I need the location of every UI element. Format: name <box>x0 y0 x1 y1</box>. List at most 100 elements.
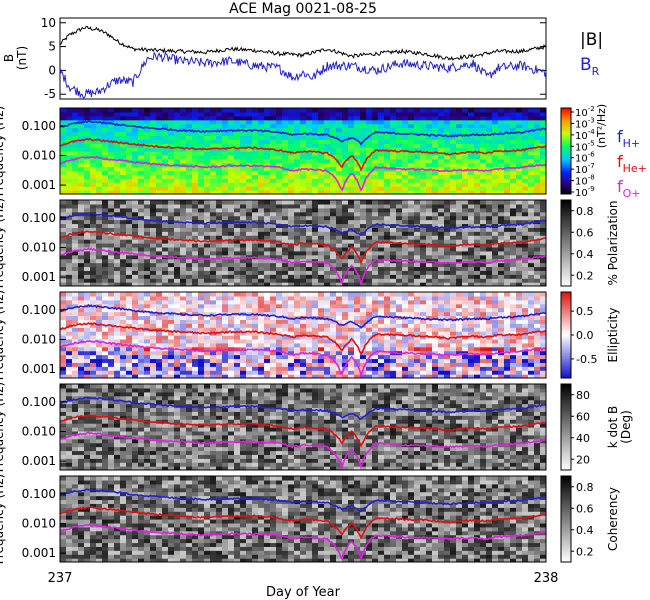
colorbar-label: Coherency <box>606 487 620 551</box>
colorbar-tick-base: 10 <box>575 142 588 153</box>
colorbar-tick-exponent: -7 <box>588 162 595 170</box>
colorbar-tick-label: 0.5 <box>576 305 594 318</box>
freq-ytick-label: 0.100 <box>22 303 56 317</box>
freq-ytick-label: 0.001 <box>22 454 56 468</box>
freq-ytick-label: 0.100 <box>22 487 56 501</box>
heatmap-cells <box>60 384 546 470</box>
fH-curve-panel-4 <box>60 396 546 421</box>
colorbar-1 <box>560 107 572 195</box>
colorbar-tick-base: 10 <box>575 177 588 188</box>
freq-ytick-label: 0.100 <box>22 395 56 409</box>
fH-curve-panel-1 <box>60 120 546 146</box>
freq-ytick-label: 0.001 <box>22 546 56 560</box>
colorbar-tick-base: 10 <box>575 188 588 199</box>
colorbar-tick-label: 10-2 <box>575 105 595 119</box>
colorbar-2 <box>560 199 572 287</box>
colorbar-label: (nT²/Hz) <box>595 104 608 148</box>
spectral-panel-4: 0.100 0.010 0.001 Frequency (Hz) 80 60 40 20 k d… <box>0 382 633 473</box>
spectral-panel-frame <box>59 291 547 379</box>
spectral-panel-frame <box>59 383 547 471</box>
fO-curve-panel-4 <box>60 431 546 470</box>
legend-br-label: B <box>580 55 592 75</box>
spectral-panel-5: 0.100 0.010 0.001 Frequency (Hz) 0.8 0.6 0.4 0.… <box>0 474 620 565</box>
legend-fO: fO+ <box>617 177 641 200</box>
colorbar-tick-label: 60 <box>576 410 590 423</box>
b-field-ytick-label: -5 <box>44 87 56 101</box>
freq-ylabel: Frequency (Hz) <box>0 106 6 197</box>
colorbar-tick-label: 0.6 <box>576 502 594 515</box>
fO-curve-panel-5 <box>60 523 546 561</box>
freq-ylabel: Frequency (Hz) <box>0 382 6 473</box>
fHe-curve-panel-3 <box>60 322 546 356</box>
legend-fHe: fHe+ <box>617 152 647 175</box>
colorbar-tick-exponent: -3 <box>588 116 595 124</box>
xtick-label-end: 238 <box>534 571 559 586</box>
colorbar-tick-label: 10-7 <box>575 162 595 176</box>
b-field-plot-frame <box>59 17 547 100</box>
colorbar-tick-label: 20 <box>576 453 590 466</box>
freq-ylabel: Frequency (Hz) <box>0 198 6 289</box>
freq-ytick-label: 0.010 <box>22 240 56 254</box>
freq-ytick-label: 0.100 <box>22 119 56 133</box>
colorbar-tick-exponent: -2 <box>588 105 595 113</box>
colorbar-label: (Deg) <box>619 410 633 444</box>
fHe-curve-panel-4 <box>60 413 546 448</box>
x-axis-label: Day of Year <box>266 585 341 600</box>
colorbar-tick-exponent: -4 <box>588 128 596 136</box>
fH-curve-panel-2 <box>60 212 546 237</box>
b-field-ylabel-line1: B <box>2 54 16 62</box>
colorbar-tick-label: 10-6 <box>575 151 595 165</box>
spectral-panel-3: 0.100 0.010 0.001 Frequency (Hz) 0.5 0.0 -0.5 E… <box>0 290 620 381</box>
legend-bmag: |B| <box>580 30 603 50</box>
b-field-ytick-label: 5 <box>48 40 56 54</box>
spectral-panel-frame <box>59 107 547 195</box>
colorbar-5 <box>560 475 572 563</box>
colorbar-tick-label: 0.2 <box>576 269 594 282</box>
colorbar-4 <box>560 383 572 471</box>
spectral-panel-2: 0.100 0.010 0.001 Frequency (Hz) 0.8 0.6 0.4 0.… <box>0 198 620 289</box>
heatmap-cells <box>60 292 546 378</box>
colorbar-tick-label: 0.0 <box>576 329 594 342</box>
fH-curve-panel-5 <box>60 488 546 513</box>
xtick-label-start: 237 <box>48 571 73 586</box>
colorbar-tick-label: 10-9 <box>575 185 595 199</box>
fHe-curve-panel-1 <box>60 137 546 172</box>
freq-ytick-label: 0.010 <box>22 516 56 530</box>
colorbar-tick-label: 0.8 <box>576 481 594 494</box>
fO-curve-panel-3 <box>60 340 546 378</box>
spectral-panel-frame <box>59 475 547 563</box>
colorbar-tick-base: 10 <box>575 119 588 130</box>
br-series-line <box>60 51 546 99</box>
freq-ytick-label: 0.001 <box>22 270 56 284</box>
colorbar-tick-exponent: -9 <box>588 185 595 193</box>
freq-ylabel: Frequency (Hz) <box>0 474 6 565</box>
colorbar-tick-base: 10 <box>575 165 588 176</box>
colorbar-tick-label: 0.6 <box>576 226 594 239</box>
heatmap-cells <box>60 200 546 286</box>
freq-ytick-label: 0.100 <box>22 211 56 225</box>
colorbar-tick-label: 10-5 <box>575 139 595 153</box>
b-field-y-ticks: 10 5 0 -5 <box>41 16 546 101</box>
fO-curve-panel-2 <box>60 247 546 286</box>
colorbar-tick-base: 10 <box>575 154 588 165</box>
spectral-panel-frame <box>59 199 547 287</box>
fHe-curve-panel-5 <box>60 506 546 540</box>
colorbar-tick-base: 10 <box>575 108 588 119</box>
colorbar-3 <box>560 291 572 379</box>
colorbar-tick-label: 10-4 <box>575 128 595 142</box>
colorbar-tick-exponent: -5 <box>588 139 595 147</box>
colorbar-tick-label: 0.2 <box>576 545 594 558</box>
colorbar-tick-exponent: -6 <box>588 151 596 159</box>
freq-ytick-label: 0.010 <box>22 424 56 438</box>
b-field-ytick-label: 10 <box>41 16 56 30</box>
colorbar-label: Ellipticity <box>606 308 620 363</box>
fH-curve-panel-3 <box>60 303 546 329</box>
freq-ytick-label: 0.001 <box>22 362 56 376</box>
b-field-ylabel-line2: (nT) <box>15 46 29 70</box>
legend-br-subscript: R <box>592 65 600 78</box>
colorbar-tick-label: 0.4 <box>576 248 594 261</box>
colorbar-tick-label: 80 <box>576 389 590 402</box>
bmag-series-line <box>60 25 546 61</box>
